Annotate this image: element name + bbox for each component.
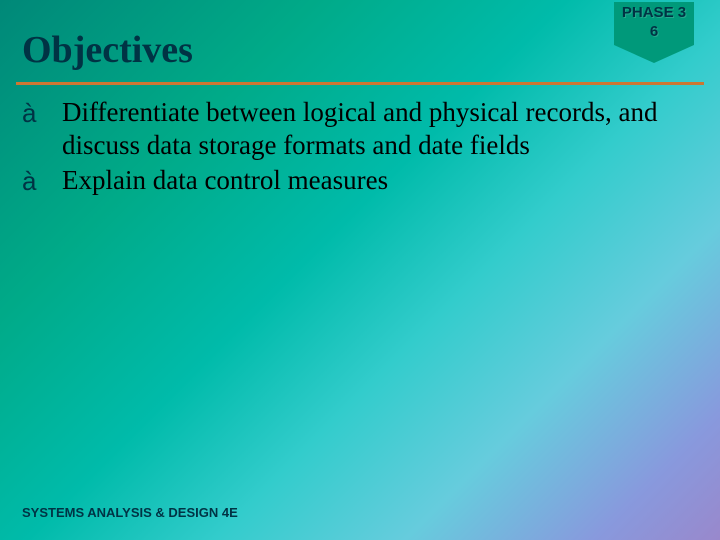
bullet-item: à Explain data control measures [22, 164, 698, 197]
title-underline [16, 82, 704, 85]
bullet-list: à Differentiate between logical and phys… [22, 96, 698, 199]
phase-badge-box: PHASE 3 6 [614, 2, 694, 45]
bullet-arrow-icon: à [22, 164, 62, 197]
footer-text: SYSTEMS ANALYSIS & DESIGN 4E [22, 505, 238, 520]
slide-title: Objectives [22, 28, 193, 72]
phase-line1: PHASE 3 [614, 4, 694, 23]
phase-badge: PHASE 3 6 [614, 2, 694, 63]
bullet-text: Differentiate between logical and physic… [62, 96, 698, 162]
phase-line2: 6 [614, 23, 694, 42]
bullet-item: à Differentiate between logical and phys… [22, 96, 698, 162]
slide: Objectives PHASE 3 6 à Differentiate bet… [0, 0, 720, 540]
bullet-arrow-icon: à [22, 96, 62, 129]
phase-badge-arrow-icon [614, 45, 694, 63]
bullet-text: Explain data control measures [62, 164, 388, 197]
